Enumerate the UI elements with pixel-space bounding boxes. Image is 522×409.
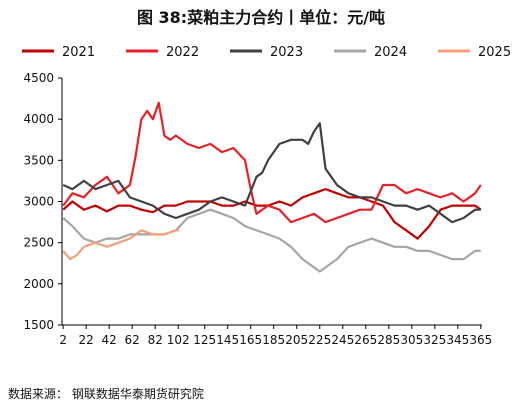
y-axis: 1500 2000 2500 3000 3500 4000 4500: [23, 71, 63, 332]
x-tick-label: 125: [193, 333, 216, 347]
series-line-2025: [62, 229, 180, 261]
legend-label-2024: 2024: [374, 45, 407, 60]
x-tick-label: 62: [125, 333, 140, 347]
x-tick-label: 365: [469, 333, 492, 347]
x-tick-label: 205: [285, 333, 308, 347]
x-tick-label: 225: [308, 333, 331, 347]
x-tick-label: 42: [102, 333, 117, 347]
y-tick-label: 1500: [23, 318, 54, 332]
y-tick-label: 3000: [23, 195, 54, 209]
series-line-2023: [62, 122, 481, 224]
x-tick-label: 22: [79, 333, 94, 347]
legend-label-2023: 2023: [270, 45, 303, 60]
x-tick-label: 102: [167, 333, 190, 347]
plot-area: [62, 101, 482, 273]
x-tick-label: 285: [377, 333, 400, 347]
y-tick-label: 2500: [23, 236, 54, 250]
x-tick-label: 265: [354, 333, 377, 347]
x-tick-label: 325: [423, 333, 446, 347]
y-tick-label: 3500: [23, 153, 54, 167]
legend: 2021 2022 2023 2024 2025: [22, 45, 511, 60]
x-tick-label: 245: [331, 333, 354, 347]
legend-label-2021: 2021: [62, 45, 95, 60]
x-tick-label: 305: [400, 333, 423, 347]
series-line-2021: [62, 188, 482, 240]
x-tick-label: 2: [59, 333, 67, 347]
legend-label-2022: 2022: [166, 45, 199, 60]
y-tick-label: 4500: [23, 71, 54, 85]
x-tick-label: 165: [239, 333, 262, 347]
source-note: 数据来源： 钢联数据华泰期货研究院: [8, 387, 204, 401]
x-tick-label: 185: [262, 333, 285, 347]
series-line-2024: [62, 208, 481, 273]
x-tick-label: 82: [148, 333, 163, 347]
x-tick-label: 345: [446, 333, 469, 347]
y-tick-label: 4000: [23, 112, 54, 126]
legend-label-2025: 2025: [478, 45, 511, 60]
chart-title: 图 38:菜粕主力合约丨单位：元/吨: [136, 8, 386, 27]
y-tick-label: 2000: [23, 277, 54, 291]
x-tick-label: 145: [216, 333, 239, 347]
x-axis: 2 22 42 62 82 102 125 145 165 185 205 225 245 265 285 3…: [59, 324, 492, 347]
